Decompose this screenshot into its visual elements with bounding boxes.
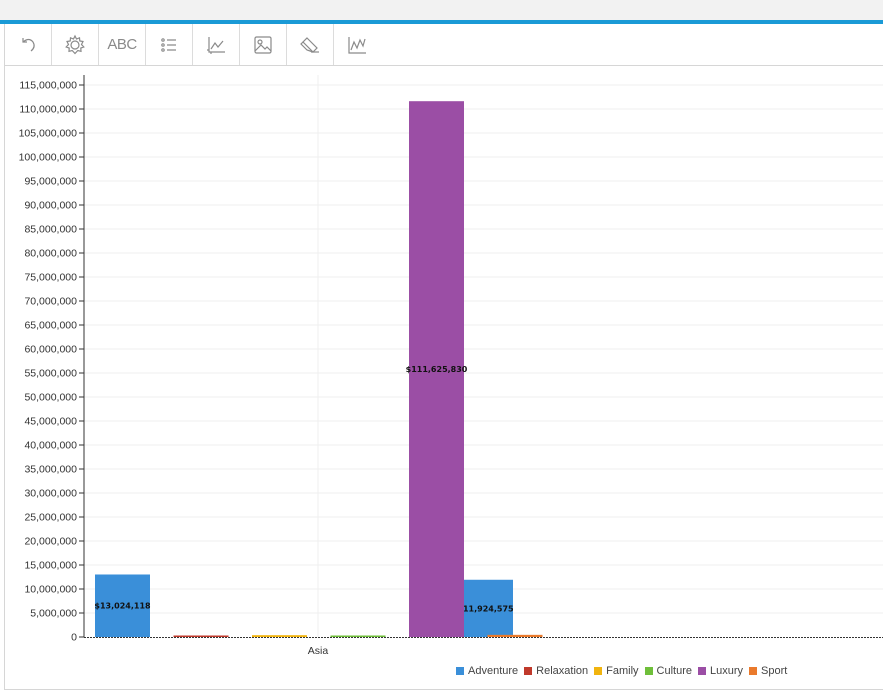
window-top-bar: [0, 0, 883, 20]
y-tick-label: 110,000,000: [19, 104, 77, 116]
bar-relaxation: [173, 635, 229, 637]
chart-legend: Adventure Relaxation Family Culture Luxury Sp…: [456, 665, 787, 677]
y-tick-label: 55,000,000: [24, 368, 77, 380]
list-icon: [161, 37, 176, 52]
y-tick-label: 105,000,000: [19, 128, 78, 140]
undo-icon: [22, 37, 35, 51]
y-tick-label: 65,000,000: [24, 320, 77, 332]
legend-swatch: [456, 667, 464, 675]
data-label: $13,024,118: [94, 602, 151, 611]
legend-swatch: [594, 667, 603, 675]
settings-button[interactable]: [52, 24, 99, 65]
legend-label: Relaxation: [536, 665, 589, 677]
text-button[interactable]: ABC: [99, 24, 146, 65]
bar-luxury: [409, 101, 464, 637]
y-tick-label: 30,000,000: [24, 488, 77, 500]
y-tick-label: 15,000,000: [24, 560, 77, 572]
legend-label: Luxury: [710, 665, 744, 677]
legend-label: Culture: [656, 665, 692, 677]
line-chart-icon: [348, 36, 366, 54]
undo-button[interactable]: [5, 24, 52, 65]
legend-item-family[interactable]: Family: [594, 665, 639, 677]
y-tick-label: 115,000,000: [19, 80, 77, 92]
y-tick-label: 100,000,000: [19, 152, 78, 164]
axis-button[interactable]: [193, 24, 240, 65]
text-abc-icon: ABC: [107, 36, 137, 53]
y-tick-label: 20,000,000: [24, 536, 77, 548]
line-chart-button[interactable]: [334, 24, 380, 65]
bar-family: [252, 635, 307, 637]
y-tick-label: 40,000,000: [24, 440, 77, 452]
bar-adventure: [458, 579, 513, 637]
legend-label: Sport: [761, 665, 788, 677]
image-button[interactable]: [240, 24, 287, 65]
legend-item-luxury[interactable]: Luxury: [698, 665, 743, 677]
y-tick-label: 10,000,000: [24, 584, 77, 596]
legend-swatch: [524, 667, 533, 675]
image-icon: [254, 35, 272, 54]
y-tick-label: 80,000,000: [24, 248, 77, 260]
legend-item-adventure[interactable]: Adventure: [456, 665, 518, 677]
legend-swatch: [749, 667, 758, 675]
legend-button[interactable]: [146, 24, 193, 65]
y-tick-label: 90,000,000: [24, 200, 77, 212]
bar-sport: [487, 634, 543, 637]
y-tick-label: 50,000,000: [24, 392, 77, 404]
eraser-button[interactable]: [287, 24, 334, 65]
gear-icon: [65, 34, 85, 54]
axis-chart-icon: [207, 36, 225, 54]
panel-left-border: [4, 65, 5, 689]
y-tick-label: 5,000,000: [30, 608, 77, 620]
y-tick-label: 70,000,000: [24, 296, 77, 308]
bar-culture: [330, 635, 386, 637]
y-tick-label: 85,000,000: [24, 224, 77, 236]
data-label: $111,625,830: [406, 365, 468, 374]
legend-item-culture[interactable]: Culture: [644, 665, 692, 677]
y-tick-label: 75,000,000: [24, 272, 77, 284]
bar-chart: 0 5,000,000 10,000,000 15,000,000 20,000,000…: [19, 75, 883, 657]
legend-item-sport[interactable]: Sport: [749, 665, 787, 677]
y-tick-label: 35,000,000: [24, 464, 77, 476]
y-tick-label: 25,000,000: [24, 512, 77, 524]
accent-strip: [0, 20, 883, 24]
legend-label: Family: [606, 665, 639, 677]
x-category-label: Asia: [308, 645, 329, 657]
legend-label: Adventure: [468, 665, 519, 677]
legend-item-relaxation[interactable]: Relaxation: [524, 665, 588, 677]
bar-adventure: [95, 574, 150, 637]
data-label: $11,924,575: [457, 604, 514, 613]
legend-swatch: [644, 667, 653, 675]
panel-bottom-border: [4, 689, 883, 690]
y-tick-label: 95,000,000: [24, 176, 77, 188]
chart-toolbar: ABC: [4, 24, 883, 66]
y-tick-label: 0: [71, 632, 77, 644]
eraser-icon: [300, 36, 319, 53]
legend-swatch: [698, 667, 706, 675]
y-tick-label: 45,000,000: [24, 416, 77, 428]
y-tick-label: 60,000,000: [24, 344, 77, 356]
